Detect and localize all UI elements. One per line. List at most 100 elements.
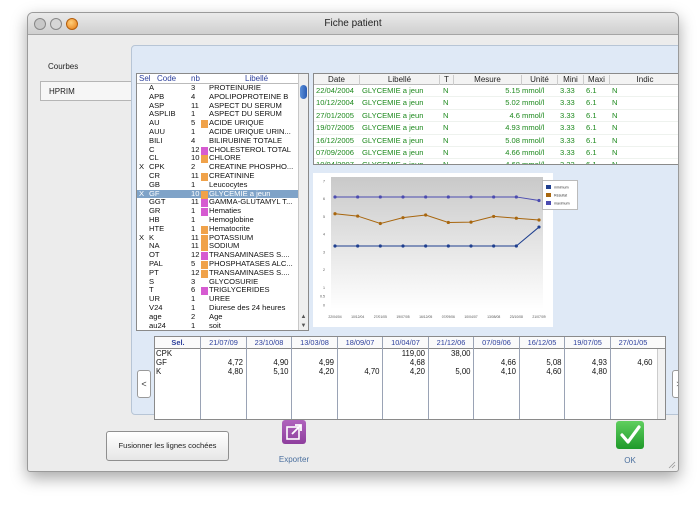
min-cell: 3.33 [560,135,575,145]
scroll-down-icon[interactable]: ▼ [300,323,307,329]
minimize-window-button[interactable] [50,18,62,30]
col-date-header[interactable]: Date [314,75,360,85]
date-column-header[interactable]: 21/07/09 [209,338,238,347]
code-row[interactable]: PAL 5 PHOSPHATASES ALC... [137,260,308,269]
code-row[interactable]: PT 12 TRANSAMINASES S.... [137,269,308,278]
code-row[interactable]: ASP 11 ASPECT DU SERUM [137,102,308,111]
col-unite-header[interactable]: Unité [522,75,558,85]
col-libelle-header[interactable]: Libellé [245,74,269,83]
code-row[interactable]: AU 5 ACIDE URIQUE [137,119,308,129]
code-checkbox[interactable]: X [139,233,145,242]
result-row[interactable]: GF 4,72 4,90 4,99 4,68 4,66 5,08 4,93 4,60 [155,358,665,367]
col-code-header[interactable]: Code [157,74,177,83]
code-row[interactable]: X GF 10 GLYCEMIE a jeun [137,189,308,199]
code-checkbox[interactable]: X [139,163,145,172]
series-point-1 [356,214,360,218]
date-column-header[interactable]: 18/09/07 [345,338,375,347]
col-t-header[interactable]: T [440,75,454,85]
ok-check-icon[interactable] [616,421,644,449]
series-line-1 [334,213,540,225]
code-row[interactable]: BILI 4 BILIRUBINE TOTALE [137,137,308,146]
codes-scrollbar[interactable]: ▲ ▼ [298,74,308,330]
result-row[interactable]: CPK 119,00 38,00 [155,349,665,358]
code-checkbox[interactable]: X [139,189,145,198]
code-row[interactable]: APB 4 APOLIPOPROTEINE B [137,93,308,102]
previous-dates-button[interactable]: < [137,370,151,398]
ok-label[interactable]: OK [624,456,636,465]
color-marker [201,208,208,217]
date-column-header[interactable]: 13/03/08 [300,338,329,347]
measure-row[interactable]: 22/04/2004 GLYCEMIE a jeun N 5.15 mmol/l 3.33… [314,85,678,98]
date-column-header[interactable]: 21/12/06 [436,338,466,347]
codes-scroll-thumb[interactable] [300,85,307,99]
code-row[interactable]: au24 1 soit [137,322,308,330]
code-row[interactable]: X K 11 POTASSIUM [137,234,308,243]
code-row[interactable]: GGT 11 GAMMA-GLUTAMYL T... [137,198,308,208]
measure-row[interactable]: 16/12/2005 GLYCEMIE a jeun N 5.08 mmol/l 3.33… [314,135,678,147]
export-icon[interactable] [282,420,306,444]
date-column-header[interactable]: 23/10/08 [254,338,284,347]
date-column-header[interactable]: 10/04/07 [391,338,420,347]
indic-cell: N [612,160,618,165]
date-cell: 27/01/2005 [316,110,355,120]
col-mini-header[interactable]: Mini [558,75,584,85]
code-row[interactable]: S 3 GLYCOSURIE [137,278,308,287]
code-row[interactable]: V24 1 Diurese des 24 heures [137,304,308,313]
x-tick-label: 27/01/05 [374,315,387,319]
code-row[interactable]: AUU 1 ACIDE URIQUE URIN... [137,128,308,137]
zoom-window-button[interactable] [66,18,78,30]
date-column-header[interactable]: 07/09/06 [482,338,511,347]
code-row[interactable]: NA 11 SODIUM [137,242,308,252]
resize-grip-icon[interactable] [668,461,676,469]
libelle-cell: CHOLESTEROL TOTAL [209,145,292,154]
count-cell: 3 [191,277,196,286]
merge-checked-rows-button[interactable]: Fusionner les lignes cochées [106,431,229,461]
code-row[interactable]: T 6 TRIGLYCERIDES [137,286,308,296]
col-libelle-header[interactable]: Libellé [360,75,440,85]
export-label[interactable]: Exporter [278,455,310,464]
series-point-2 [378,195,382,199]
code-row[interactable]: HTE 1 Hematocrite [137,225,308,234]
code-row[interactable]: X CPK 2 CREATINE PHOSPHO... [137,163,308,172]
col-nb-header[interactable]: nb [191,74,200,83]
code-row[interactable]: UR 1 UREE [137,295,308,304]
unit-cell: mmol/l [522,135,545,145]
code-row[interactable]: OT 12 TRANSAMINASES S.... [137,251,308,261]
code-row[interactable]: CR 11 CREATININE [137,172,308,181]
tab-courbes[interactable]: Courbes [48,62,79,71]
col-indic-header[interactable]: Indic [636,75,654,84]
scroll-up-icon[interactable]: ▲ [300,314,307,320]
col-mesure-header[interactable]: Mesure [454,75,522,85]
measure-row[interactable]: 27/01/2005 GLYCEMIE a jeun N 4.6 mmol/l 3.33 6… [314,110,678,123]
date-column-header[interactable]: 27/01/05 [618,338,648,347]
measure-cell: 4.6 [509,110,520,120]
indic-cell: N [612,86,618,95]
code-row[interactable]: CL 10 CHLORE [137,154,308,164]
col-maxi-header[interactable]: Maxi [584,75,610,85]
code-row[interactable]: ASPLIB 1 ASPECT DU SERUM [137,110,308,119]
close-window-button[interactable] [34,18,46,30]
tab-hprim[interactable]: HPRIM [40,81,132,101]
measure-row[interactable]: 07/09/2006 GLYCEMIE a jeun N 4.66 mmol/l 3.33… [314,147,678,160]
code-row[interactable]: age 2 Age [137,313,308,322]
indic-cell: N [612,98,618,108]
libelle-cell: ACIDE URIQUE URIN... [209,127,291,136]
col-sel-header[interactable]: Sel. [139,74,151,83]
code-row[interactable]: GB 1 Leucocytes [137,181,308,190]
code-row[interactable]: HB 1 Hemoglobine [137,216,308,225]
measure-row[interactable]: 10/12/2004 GLYCEMIE a jeun N 5.02 mmol/l 3.33… [314,97,678,110]
code-row[interactable]: C 12 CHOLESTEROL TOTAL [137,146,308,155]
legend-label: Résultat [554,194,567,198]
next-dates-button[interactable]: > [672,370,678,398]
date-column-header[interactable]: 19/07/05 [573,338,602,347]
code-row[interactable]: A 3 PROTEINURIE [137,84,308,93]
result-row[interactable]: K 4,80 5,10 4,20 4,70 4,20 5,00 4,10 4,60 4,80 [155,367,665,376]
libelle-cell: ASPECT DU SERUM [209,110,282,119]
measure-row[interactable]: 10/04/2007 GLYCEMIE a jeun N 4.68 mmol/l 3.33… [314,159,678,165]
results-grid-scrollbar[interactable] [657,349,665,419]
measure-row[interactable]: 19/07/2005 GLYCEMIE a jeun N 4.93 mmol/l 3.33… [314,122,678,135]
date-column-header[interactable]: 16/12/05 [527,338,557,347]
col-sel-header[interactable]: Sel. [171,338,185,347]
code-row[interactable]: GR 1 Hematies [137,207,308,217]
grid-column-line [473,337,474,419]
